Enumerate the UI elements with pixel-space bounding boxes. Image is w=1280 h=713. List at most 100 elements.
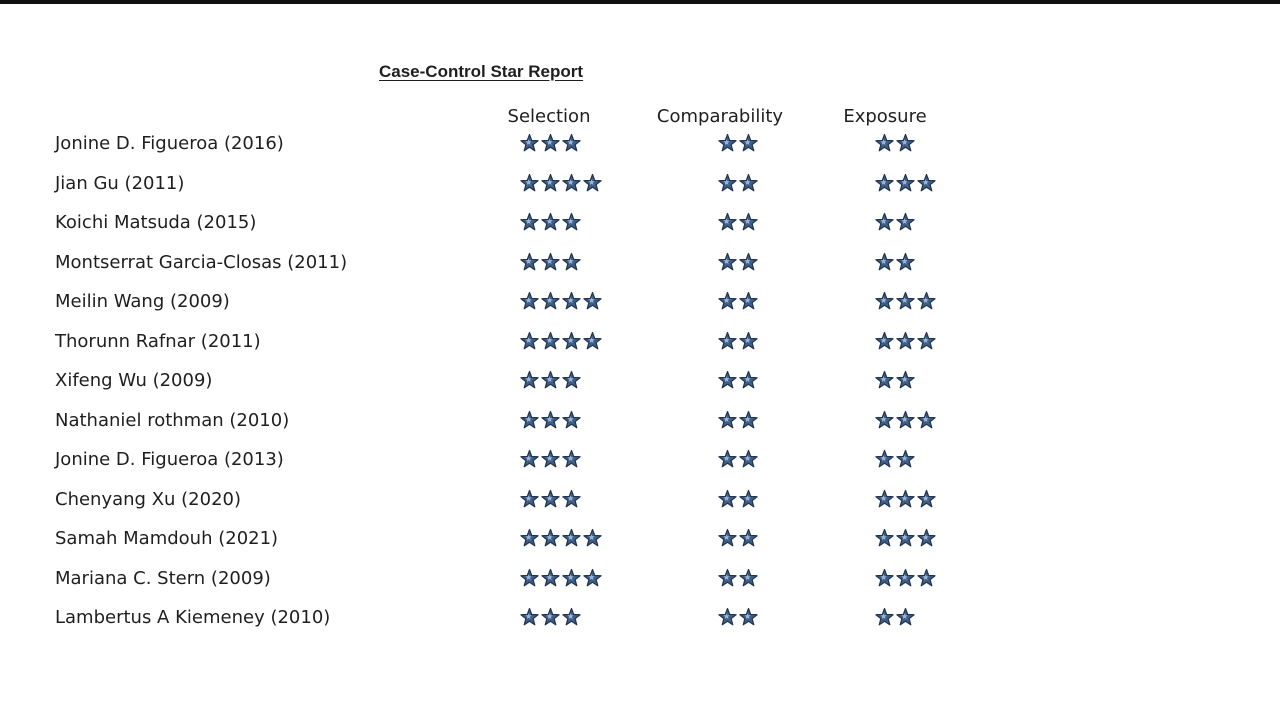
study-name: Xifeng Wu (2009)	[55, 370, 213, 391]
column-header-selection: Selection	[507, 106, 591, 127]
study-name: Thorunn Rafnar (2011)	[55, 330, 261, 352]
star-icon	[718, 370, 737, 389]
star-icon	[541, 489, 560, 507]
comparability-rating	[717, 568, 759, 588]
selection-rating	[519, 410, 582, 430]
column-header-exposure: Exposure	[843, 106, 927, 127]
star-icon	[520, 370, 539, 389]
star-icon	[541, 568, 560, 586]
star-icon	[739, 291, 758, 310]
exposure-rating	[874, 528, 937, 548]
star-icon	[739, 489, 758, 507]
star-icon	[583, 528, 602, 547]
selection-rating	[519, 528, 603, 548]
star-icon	[739, 607, 758, 626]
star-icon	[718, 410, 737, 428]
star-icon	[520, 252, 539, 270]
star-icon	[718, 449, 737, 468]
star-icon	[562, 489, 581, 507]
star-icon	[562, 291, 581, 310]
exposure-rating	[874, 449, 916, 469]
exposure-rating	[874, 607, 916, 627]
study-name: Nathaniel rothman (2010)	[55, 409, 290, 431]
star-icon	[875, 252, 894, 270]
study-name: Lambertus A Kiemeney (2010)	[55, 607, 331, 628]
selection-rating	[519, 252, 582, 272]
star-icon	[875, 133, 894, 152]
star-icon	[718, 252, 737, 270]
star-icon	[896, 331, 915, 349]
star-icon	[896, 528, 915, 547]
star-icon	[562, 133, 581, 152]
study-name: Montserrat Garcia-Closas (2011)	[55, 251, 348, 273]
star-icon	[583, 568, 602, 586]
star-icon	[739, 568, 758, 586]
star-icon	[896, 291, 915, 310]
selection-rating	[519, 133, 582, 153]
comparability-rating	[717, 331, 759, 351]
comparability-rating	[717, 410, 759, 430]
star-icon	[896, 449, 915, 468]
star-icon	[896, 607, 915, 626]
star-icon	[917, 489, 936, 507]
selection-rating	[519, 568, 603, 588]
star-icon	[875, 370, 894, 389]
exposure-rating	[874, 173, 937, 193]
star-icon	[562, 528, 581, 547]
star-icon	[917, 173, 936, 191]
exposure-rating	[874, 568, 937, 588]
comparability-rating	[717, 449, 759, 469]
study-name: Chenyang Xu (2020)	[55, 488, 242, 510]
top-border-rule	[0, 0, 1280, 4]
star-icon	[520, 568, 539, 586]
comparability-rating	[717, 173, 759, 193]
star-icon	[875, 331, 894, 349]
star-icon	[562, 331, 581, 349]
star-icon	[583, 331, 602, 349]
star-icon	[520, 133, 539, 152]
star-icon	[541, 252, 560, 270]
star-icon	[718, 173, 737, 191]
study-name: Jian Gu (2011)	[55, 172, 185, 194]
star-icon	[896, 370, 915, 389]
star-icon	[875, 449, 894, 468]
star-icon	[718, 489, 737, 507]
comparability-rating	[717, 370, 759, 390]
exposure-rating	[874, 331, 937, 351]
star-icon	[875, 291, 894, 310]
selection-rating	[519, 449, 582, 469]
star-icon	[541, 370, 560, 389]
star-icon	[562, 212, 581, 231]
star-icon	[541, 212, 560, 231]
star-icon	[520, 212, 539, 231]
star-icon	[739, 449, 758, 468]
star-icon	[875, 528, 894, 547]
star-icon	[562, 449, 581, 468]
study-name: Meilin Wang (2009)	[55, 291, 230, 312]
star-icon	[520, 449, 539, 468]
star-icon	[739, 370, 758, 389]
star-icon	[541, 291, 560, 310]
star-icon	[739, 410, 758, 428]
star-icon	[739, 212, 758, 231]
star-icon	[896, 173, 915, 191]
star-icon	[896, 410, 915, 428]
star-icon	[917, 528, 936, 547]
exposure-rating	[874, 370, 916, 390]
star-icon	[917, 331, 936, 349]
star-icon	[562, 568, 581, 586]
star-icon	[917, 291, 936, 310]
star-icon	[541, 331, 560, 349]
exposure-rating	[874, 410, 937, 430]
star-icon	[583, 173, 602, 191]
selection-rating	[519, 607, 582, 627]
star-icon	[739, 133, 758, 152]
study-name: Koichi Matsuda (2015)	[55, 212, 257, 233]
study-name: Jonine D. Figueroa (2013)	[55, 449, 284, 470]
comparability-rating	[717, 133, 759, 153]
selection-rating	[519, 212, 582, 232]
star-icon	[718, 212, 737, 231]
star-icon	[520, 291, 539, 310]
selection-rating	[519, 331, 603, 351]
star-icon	[875, 568, 894, 586]
